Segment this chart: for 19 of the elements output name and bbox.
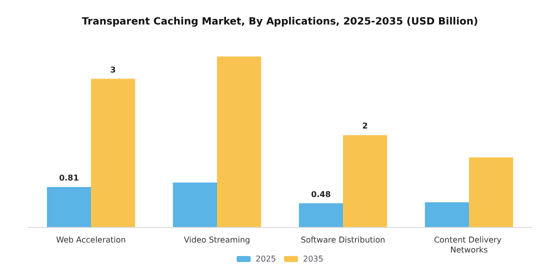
chart-title: Transparent Caching Market, By Applications, 2025-2035 (USD Billion) (82, 16, 478, 28)
bar (172, 182, 217, 227)
data-label: 0.48 (311, 190, 332, 199)
x-tick-label: Content Delivery Networks (434, 236, 504, 254)
x-tick-label: Video Streaming (184, 236, 250, 244)
x-tick-label: Web Acceleration (56, 236, 126, 244)
bar (469, 157, 514, 227)
bar (46, 186, 91, 227)
data-label: 0.81 (59, 173, 80, 182)
bar (91, 78, 136, 227)
data-label: 2 (362, 122, 368, 131)
legend-label: 2035 (303, 254, 324, 264)
data-label: 3 (110, 65, 116, 74)
bar (217, 56, 262, 227)
legend-label: 2025 (256, 254, 276, 264)
bar (424, 202, 469, 227)
x-tick-label: Software Distribution (300, 236, 386, 244)
bar (343, 135, 388, 227)
bar (298, 203, 343, 227)
